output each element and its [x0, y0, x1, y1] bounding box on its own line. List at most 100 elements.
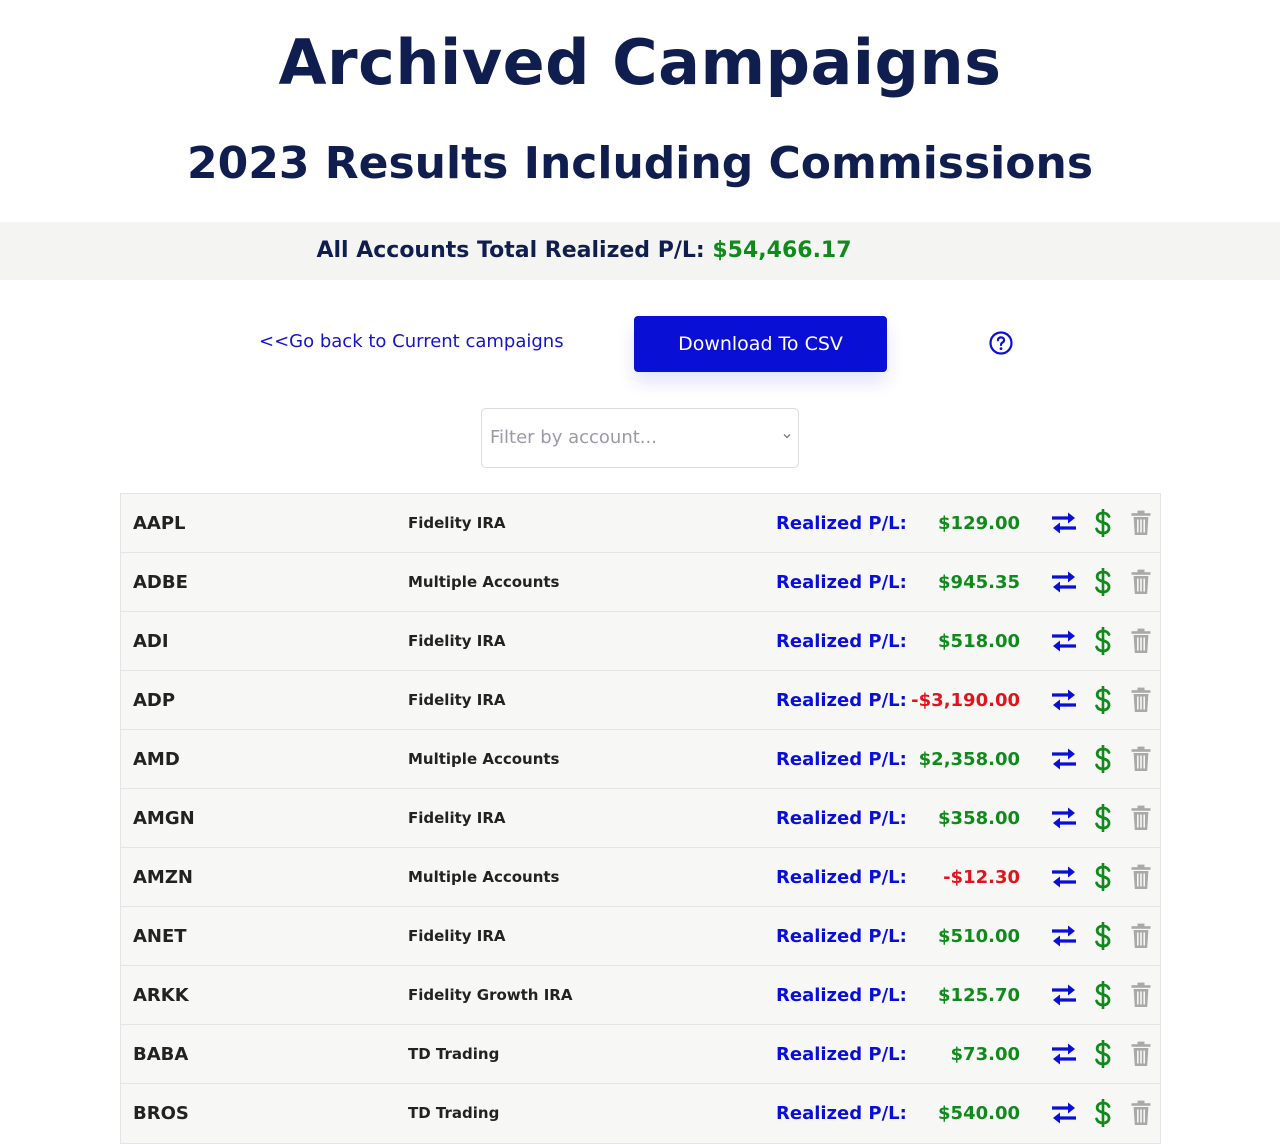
realized-pl-label: Realized P/L:	[776, 1103, 907, 1124]
campaign-row[interactable]: AAPL Fidelity IRA Realized P/L: $129.00	[121, 494, 1160, 553]
ticker-cell: ADP	[133, 690, 176, 711]
trash-icon[interactable]	[1130, 510, 1152, 536]
swap-arrows-icon[interactable]	[1050, 1101, 1078, 1125]
realized-pl-value: $540.00	[938, 1103, 1020, 1124]
trash-icon[interactable]	[1130, 569, 1152, 595]
realized-pl-label: Realized P/L:	[776, 690, 907, 711]
dollar-icon[interactable]	[1093, 1098, 1113, 1128]
trash-icon[interactable]	[1130, 982, 1152, 1008]
campaign-row[interactable]: AMZN Multiple Accounts Realized P/L: -$12.3…	[121, 848, 1160, 907]
trash-icon[interactable]	[1130, 805, 1152, 831]
ticker-cell: BROS	[133, 1103, 189, 1124]
account-cell: TD Trading	[408, 1104, 500, 1122]
trash-icon[interactable]	[1130, 687, 1152, 713]
realized-pl-label: Realized P/L:	[776, 572, 907, 593]
account-cell: TD Trading	[408, 1045, 500, 1063]
total-realized-value: $54,466.17	[712, 238, 852, 263]
trash-icon[interactable]	[1130, 746, 1152, 772]
dollar-icon[interactable]	[1093, 862, 1113, 892]
ticker-cell: AMD	[133, 749, 180, 770]
ticker-cell: AMGN	[133, 808, 195, 829]
swap-arrows-icon[interactable]	[1050, 629, 1078, 653]
campaign-table: AAPL Fidelity IRA Realized P/L: $129.00 ADBE…	[120, 493, 1161, 1144]
campaign-row[interactable]: AMGN Fidelity IRA Realized P/L: $358.00	[121, 789, 1160, 848]
campaign-row[interactable]: ANET Fidelity IRA Realized P/L: $510.00	[121, 907, 1160, 966]
campaign-row[interactable]: ADI Fidelity IRA Realized P/L: $518.00	[121, 612, 1160, 671]
dollar-icon[interactable]	[1093, 921, 1113, 951]
realized-pl-value: $129.00	[938, 513, 1020, 534]
account-cell: Fidelity IRA	[408, 514, 506, 532]
realized-pl-value: $518.00	[938, 631, 1020, 652]
realized-pl-value: $2,358.00	[918, 749, 1020, 770]
ticker-cell: ARKK	[133, 985, 189, 1006]
campaign-row[interactable]: ADP Fidelity IRA Realized P/L: -$3,190.00	[121, 671, 1160, 730]
ticker-cell: AMZN	[133, 867, 193, 888]
account-cell: Fidelity Growth IRA	[408, 986, 573, 1004]
question-circle-icon[interactable]	[989, 331, 1013, 355]
swap-arrows-icon[interactable]	[1050, 983, 1078, 1007]
trash-icon[interactable]	[1130, 1041, 1152, 1067]
campaign-row[interactable]: BABA TD Trading Realized P/L: $73.00	[121, 1025, 1160, 1084]
dollar-icon[interactable]	[1093, 508, 1113, 538]
ticker-cell: BABA	[133, 1044, 189, 1065]
swap-arrows-icon[interactable]	[1050, 865, 1078, 889]
account-cell: Multiple Accounts	[408, 750, 560, 768]
ticker-cell: ANET	[133, 926, 187, 947]
swap-arrows-icon[interactable]	[1050, 570, 1078, 594]
realized-pl-label: Realized P/L:	[776, 867, 907, 888]
ticker-cell: ADI	[133, 631, 169, 652]
account-cell: Multiple Accounts	[408, 868, 560, 886]
dollar-icon[interactable]	[1093, 567, 1113, 597]
realized-pl-value: $73.00	[950, 1044, 1020, 1065]
realized-pl-label: Realized P/L:	[776, 749, 907, 770]
account-cell: Fidelity IRA	[408, 927, 506, 945]
page-title: Archived Campaigns	[278, 26, 1002, 99]
realized-pl-label: Realized P/L:	[776, 808, 907, 829]
dollar-icon[interactable]	[1093, 744, 1113, 774]
trash-icon[interactable]	[1130, 864, 1152, 890]
total-realized-label: All Accounts Total Realized P/L: $54,466…	[316, 238, 852, 263]
ticker-cell: ADBE	[133, 572, 188, 593]
realized-pl-value: $358.00	[938, 808, 1020, 829]
realized-pl-label: Realized P/L:	[776, 985, 907, 1006]
dollar-icon[interactable]	[1093, 685, 1113, 715]
swap-arrows-icon[interactable]	[1050, 924, 1078, 948]
swap-arrows-icon[interactable]	[1050, 806, 1078, 830]
realized-pl-label: Realized P/L:	[776, 631, 907, 652]
realized-pl-value: -$12.30	[943, 867, 1020, 888]
account-cell: Multiple Accounts	[408, 573, 560, 591]
swap-arrows-icon[interactable]	[1050, 511, 1078, 535]
realized-pl-label: Realized P/L:	[776, 513, 907, 534]
account-cell: Fidelity IRA	[408, 632, 506, 650]
back-to-current-link[interactable]: <<Go back to Current campaigns	[259, 331, 564, 352]
account-cell: Fidelity IRA	[408, 809, 506, 827]
account-cell: Fidelity IRA	[408, 691, 506, 709]
ticker-cell: AAPL	[133, 513, 186, 534]
chevron-down-icon	[783, 434, 791, 439]
account-filter-placeholder: Filter by account...	[490, 427, 657, 448]
dollar-icon[interactable]	[1093, 626, 1113, 656]
download-csv-button[interactable]: Download To CSV	[634, 316, 887, 372]
swap-arrows-icon[interactable]	[1050, 688, 1078, 712]
realized-pl-value: $510.00	[938, 926, 1020, 947]
campaign-row[interactable]: ARKK Fidelity Growth IRA Realized P/L: $125…	[121, 966, 1160, 1025]
dollar-icon[interactable]	[1093, 980, 1113, 1010]
campaign-row[interactable]: BROS TD Trading Realized P/L: $540.00	[121, 1084, 1160, 1143]
account-filter-select[interactable]: Filter by account...	[481, 408, 799, 468]
realized-pl-value: $125.70	[938, 985, 1020, 1006]
campaign-row[interactable]: AMD Multiple Accounts Realized P/L: $2,358.…	[121, 730, 1160, 789]
swap-arrows-icon[interactable]	[1050, 1042, 1078, 1066]
realized-pl-value: $945.35	[938, 572, 1020, 593]
realized-pl-label: Realized P/L:	[776, 926, 907, 947]
realized-pl-label: Realized P/L:	[776, 1044, 907, 1065]
total-realized-bar: All Accounts Total Realized P/L: $54,466…	[0, 222, 1280, 280]
trash-icon[interactable]	[1130, 923, 1152, 949]
dollar-icon[interactable]	[1093, 803, 1113, 833]
realized-pl-value: -$3,190.00	[911, 690, 1020, 711]
dollar-icon[interactable]	[1093, 1039, 1113, 1069]
trash-icon[interactable]	[1130, 628, 1152, 654]
swap-arrows-icon[interactable]	[1050, 747, 1078, 771]
trash-icon[interactable]	[1130, 1100, 1152, 1126]
page-subtitle: 2023 Results Including Commissions	[186, 138, 1094, 189]
campaign-row[interactable]: ADBE Multiple Accounts Realized P/L: $945.3…	[121, 553, 1160, 612]
